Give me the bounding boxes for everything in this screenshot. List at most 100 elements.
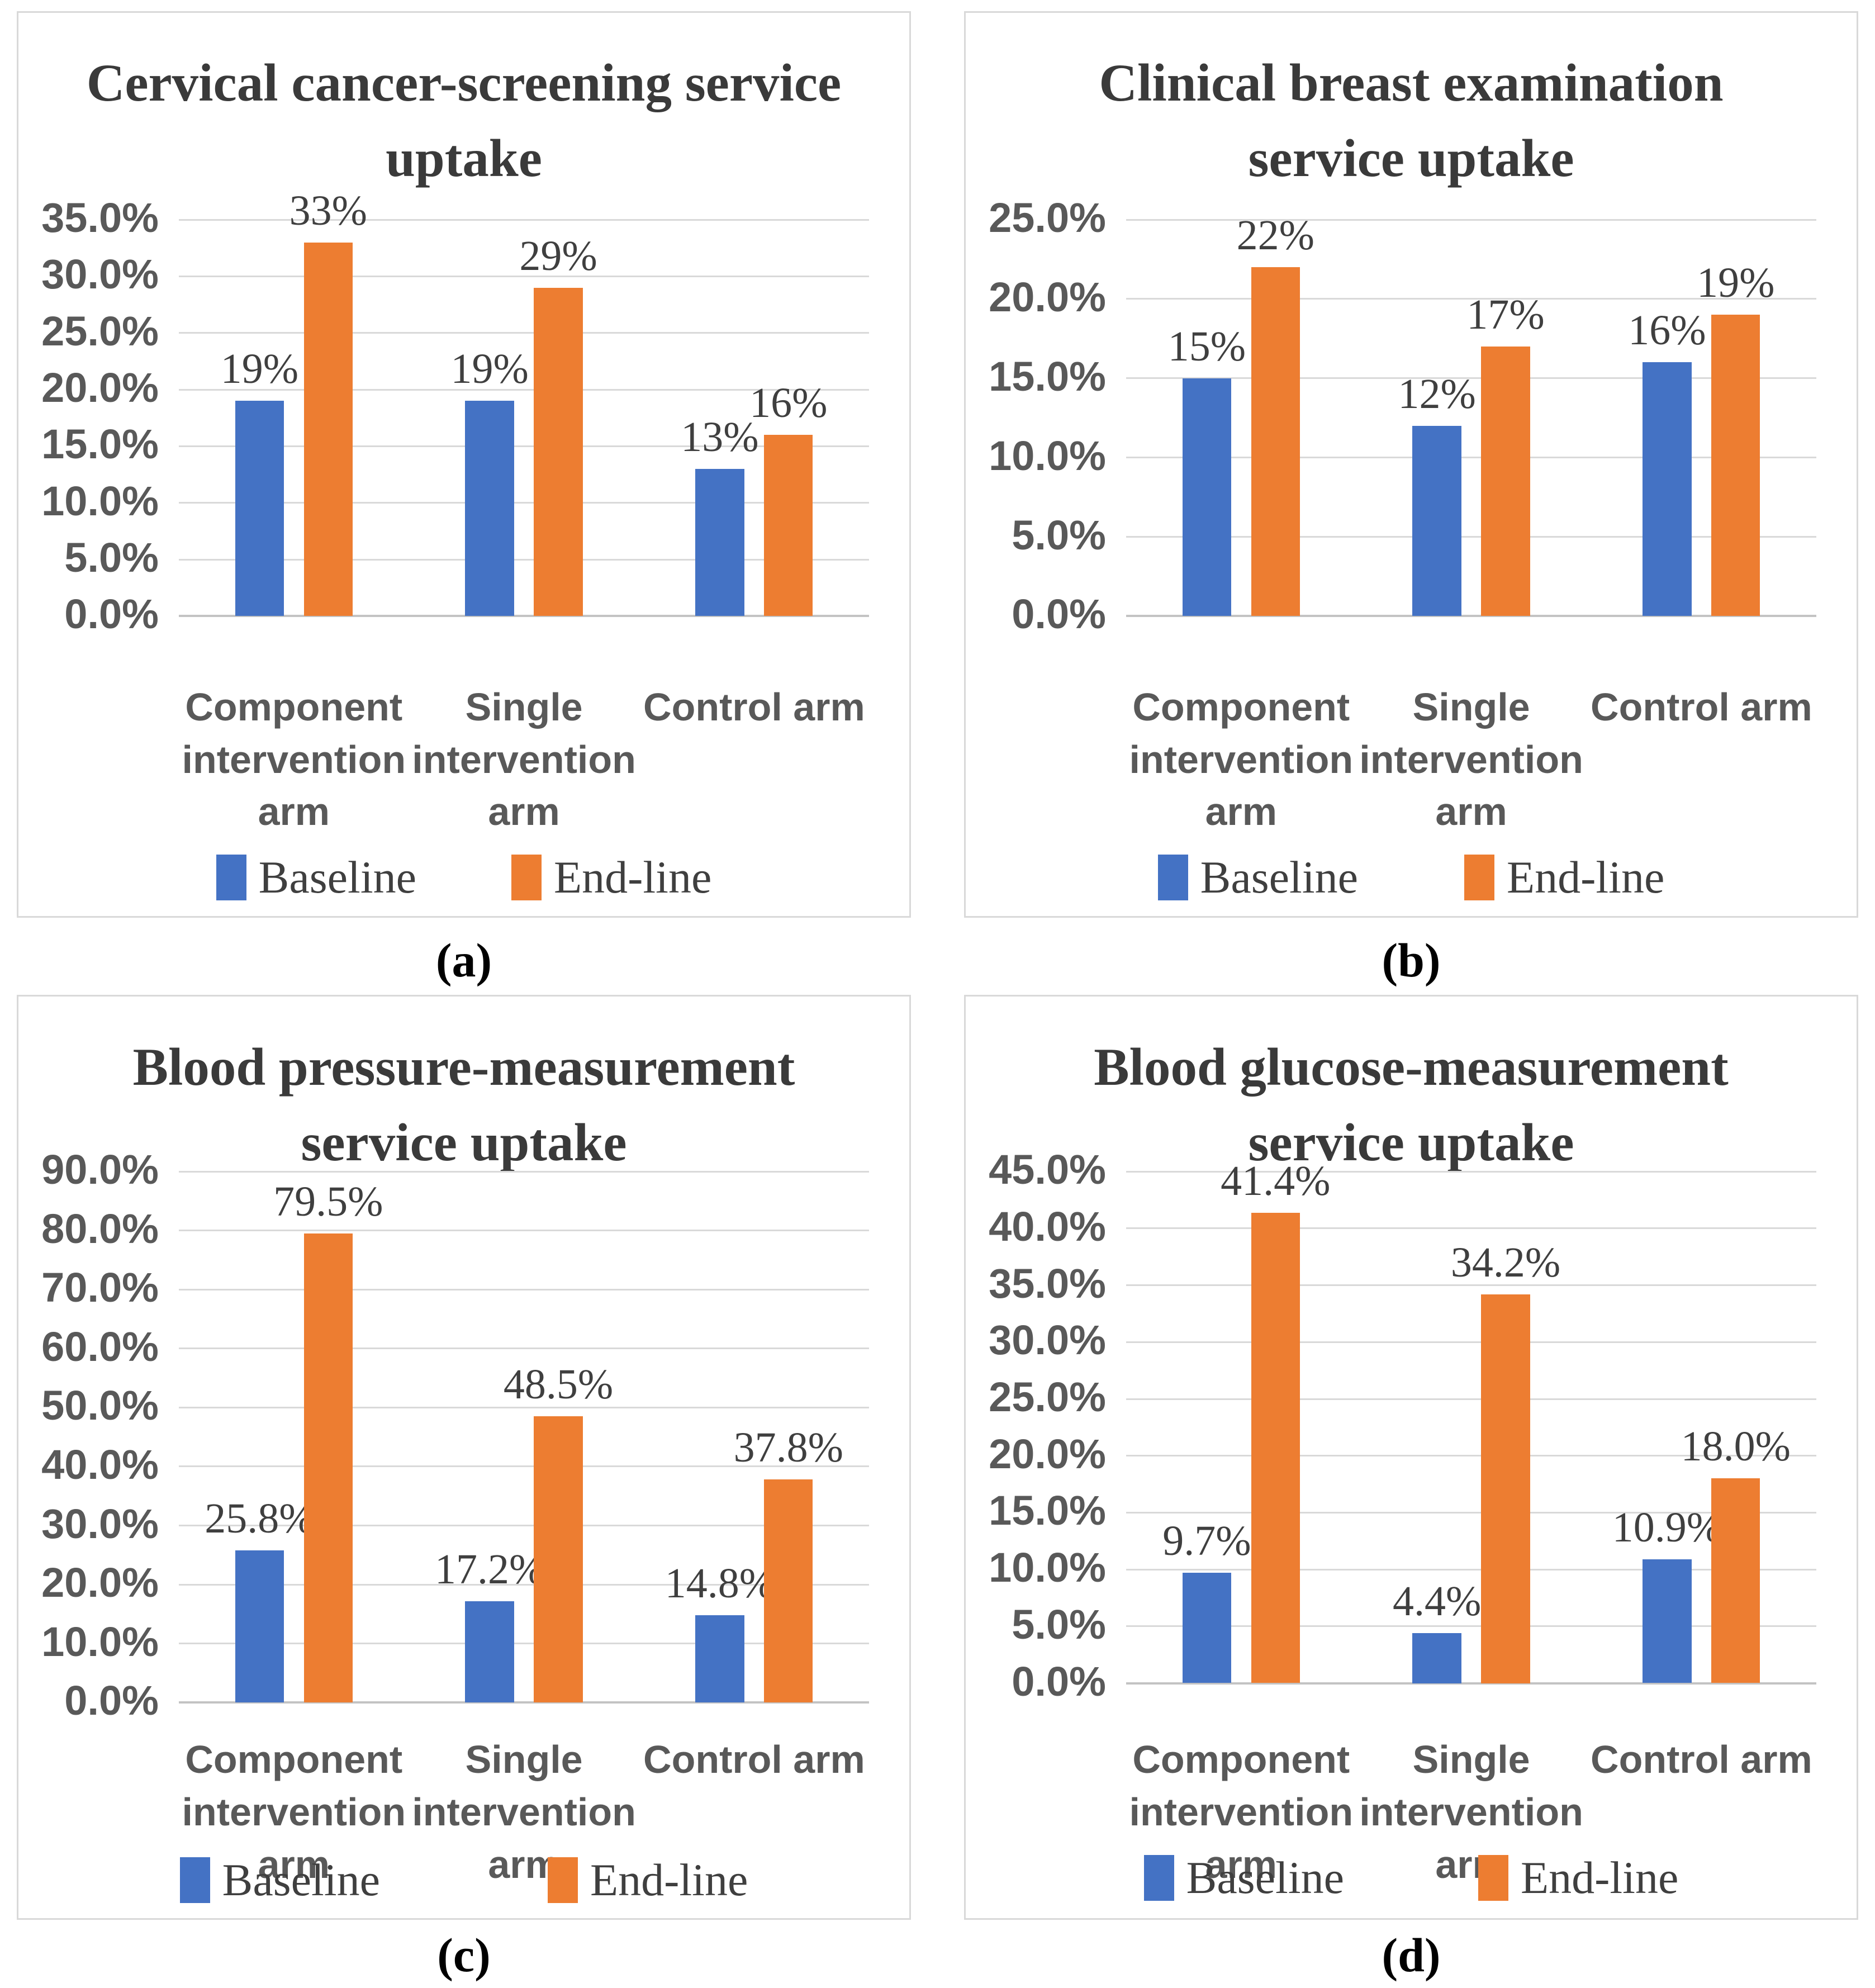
endline-swatch-icon [1478,1855,1508,1901]
y-tick-label: 40.0% [989,1203,1106,1250]
bar-value-label: 15% [1167,322,1246,370]
y-tick-label: 25.0% [989,194,1106,241]
y-tick-label: 0.0% [64,1677,159,1724]
baseline-bar [1643,362,1692,616]
x-category-label: Control arm [643,685,865,729]
chart-canvas: 90.0% 80.0% 70.0% 60.0% 50.0% 40.0% 30.0% 20.0%… [18,997,909,1918]
y-tick-label: 15.0% [41,421,159,468]
endline-swatch-icon [1464,854,1494,900]
bar-value-label: 33% [289,187,367,234]
y-tick-label: 40.0% [41,1441,159,1488]
bar-value-label: 34.2% [1450,1239,1561,1286]
baseline-swatch-icon [1143,1855,1174,1901]
bar-value-label: 19% [450,345,529,393]
y-tick-label: 70.0% [41,1264,159,1311]
y-tick-label: 20.0% [989,1430,1106,1477]
baseline-bar [695,1615,744,1703]
chart-legend: Baseline End-line [18,1854,909,1906]
chart-canvas: 25.0% 20.0% 15.0% 10.0% 5.0% 0.0% 15% 12% 16% 22%… [966,13,1857,916]
legend-label: Baseline [1200,851,1358,903]
y-tick-label: 50.0% [41,1382,159,1429]
panel-blood-glucose-measurement: Blood glucose-measurement service uptake … [964,995,1858,1920]
y-gridline [178,1525,870,1527]
chart-title-line2: service uptake [301,1113,627,1173]
baseline-bar [235,401,284,616]
endline-bar [1711,315,1760,616]
y-gridline [178,1348,870,1350]
y-gridline [178,219,870,221]
panel-blood-pressure-measurement: Blood pressure-measurement service uptake… [17,995,911,1920]
baseline-bar [1412,425,1461,616]
y-gridline [178,445,870,447]
chart-title: Clinical breast examination service uptak… [1001,45,1821,196]
bar-value-label: 41.4% [1221,1157,1331,1204]
legend-item-endline: End-line [548,1854,748,1906]
y-tick-label: 35.0% [41,194,159,241]
chart-title: Blood glucose-measurement service uptake [1001,1029,1821,1180]
panel-caption-d: (d) [1382,1928,1441,1982]
y-tick-label: 15.0% [989,353,1106,400]
y-gridline [178,1643,870,1645]
y-gridline [178,1465,870,1468]
x-category-label: Component intervention arm [182,685,406,834]
endline-bar [764,435,813,616]
endline-bar [1711,1478,1760,1683]
endline-swatch-icon [548,1857,578,1903]
baseline-bar [465,401,514,616]
y-gridline [178,502,870,504]
legend-item-endline: End-line [511,851,711,904]
bar-value-label: 12% [1398,370,1476,417]
bar-value-label: 79.5% [273,1178,383,1226]
endline-bar [534,287,583,616]
y-gridline [1126,1455,1817,1457]
y-tick-label: 20.0% [41,1559,159,1606]
legend-item-baseline: Baseline [216,851,416,904]
bar-value-label: 19% [220,345,298,393]
x-axis-line [178,1701,870,1704]
baseline-bar [1182,378,1231,616]
y-gridline [1126,1170,1817,1173]
y-gridline [178,388,870,391]
y-gridline [1126,536,1817,538]
x-axis-line [1126,615,1817,618]
bar-value-label: 10.9% [1612,1503,1722,1551]
y-gridline [178,1583,870,1586]
x-category-label: Component intervention arm [182,1738,406,1886]
chart-title-line1: Blood pressure-measurement [132,1037,795,1097]
y-gridline [1126,1341,1817,1343]
baseline-bar [465,1601,514,1703]
y-gridline [1126,457,1817,459]
y-gridline [178,1170,870,1173]
x-category-label: Control arm [643,1738,865,1782]
panel-caption-c: (c) [437,1928,491,1982]
bar-value-label: 17.2% [434,1545,545,1593]
y-tick-label: 45.0% [989,1146,1106,1193]
legend-label: Baseline [1186,1852,1344,1904]
y-tick-label: 10.0% [41,477,159,524]
baseline-bar [695,468,744,616]
y-gridline [1126,1511,1817,1513]
chart-legend: Baseline End-line [966,1852,1857,1904]
y-gridline [1126,1568,1817,1571]
y-gridline [1126,377,1817,379]
y-tick-label: 5.0% [1012,511,1106,558]
endline-swatch-icon [511,854,542,900]
y-tick-label: 20.0% [41,364,159,411]
bar-value-label: 29% [519,232,597,279]
chart-title: Blood pressure-measurement service uptake [54,1029,874,1180]
chart-title-line2: service uptake [1248,1113,1574,1173]
x-category-label: Single intervention arm [1359,1738,1583,1886]
endline-bar [1251,267,1300,616]
y-tick-label: 30.0% [41,251,159,298]
baseline-bar [235,1550,284,1703]
y-tick-label: 30.0% [989,1317,1106,1364]
endline-bar [1481,347,1530,616]
chart-title-line2: service uptake [1248,129,1574,188]
x-category-label: Single intervention arm [1359,685,1583,834]
endline-bar [303,242,353,616]
baseline-bar [1182,1573,1231,1683]
legend-item-baseline: Baseline [1157,851,1358,904]
endline-bar [764,1479,813,1703]
y-tick-label: 10.0% [989,432,1106,479]
